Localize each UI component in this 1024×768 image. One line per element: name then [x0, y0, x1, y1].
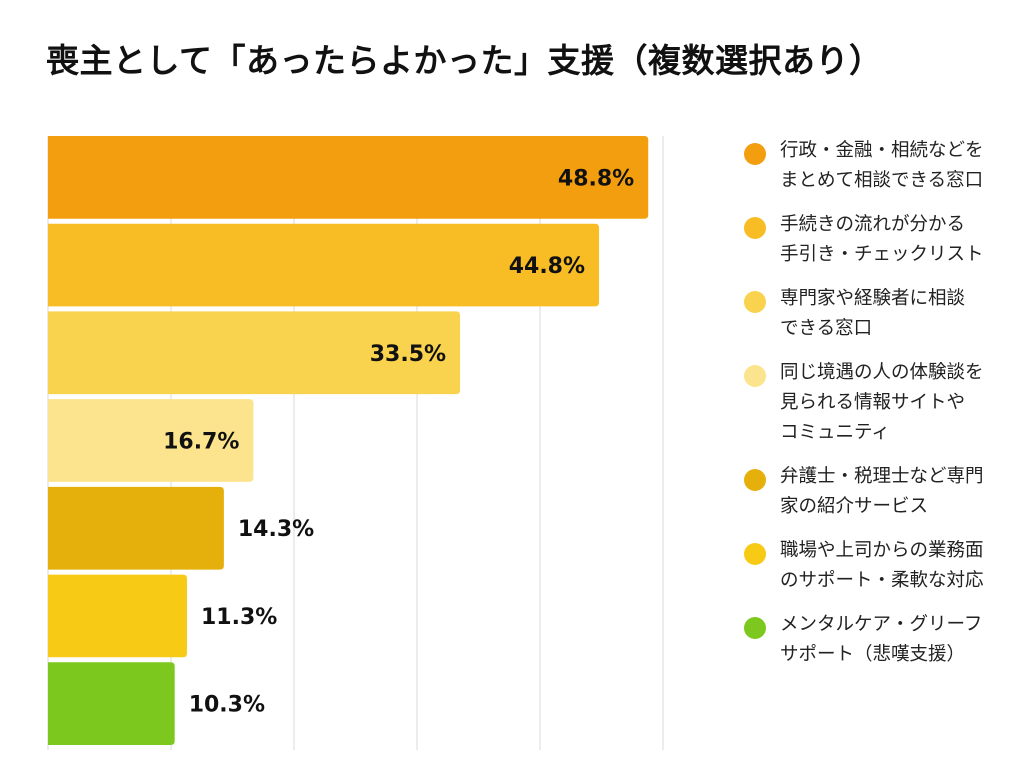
legend-swatch — [744, 365, 766, 387]
legend-label: 弁護士・税理士など専門 家の紹介サービス — [780, 466, 984, 517]
data-label: 16.7% — [163, 430, 239, 455]
legend-label: 手続きの流れが分かる 手引き・チェックリスト — [780, 214, 984, 265]
bar — [48, 574, 187, 658]
data-label: 48.8% — [558, 166, 634, 191]
bar — [48, 486, 224, 570]
legend-label: 職場や上司からの業務面 のサポート・柔軟な対応 — [780, 540, 984, 591]
data-label: 10.3% — [189, 693, 265, 718]
legend-label: メンタルケア・グリーフ サポート（悲嘆支援） — [780, 614, 983, 665]
legend-swatch — [744, 143, 766, 165]
legend-item: 行政・金融・相続などを まとめて相談できる窓口 — [744, 136, 1024, 196]
legend-swatch — [744, 469, 766, 491]
data-label: 14.3% — [238, 517, 314, 542]
legend: 行政・金融・相続などを まとめて相談できる窓口 手続きの流れが分かる 手引き・チェ… — [744, 136, 1024, 684]
legend-swatch — [744, 543, 766, 565]
legend-label: 行政・金融・相続などを まとめて相談できる窓口 — [780, 140, 984, 191]
bar — [48, 399, 254, 482]
bar — [48, 311, 461, 395]
legend-label: 専門家や経験者に相談 できる窓口 — [780, 288, 966, 339]
legend-swatch — [744, 291, 766, 313]
data-label: 44.8% — [509, 254, 585, 279]
legend-item: メンタルケア・グリーフ サポート（悲嘆支援） — [744, 610, 1024, 670]
legend-label: 同じ境遇の人の体験談を 見られる情報サイトや コミュニティ — [780, 362, 984, 443]
legend-swatch — [744, 217, 766, 239]
legend-item: 弁護士・税理士など専門 家の紹介サービス — [744, 462, 1024, 522]
bar — [48, 136, 649, 219]
legend-item: 手続きの流れが分かる 手引き・チェックリスト — [744, 210, 1024, 270]
chart-title: 喪主として「あったらよかった」支援（複数選択あり） — [46, 41, 883, 80]
legend-item: 職場や上司からの業務面 のサポート・柔軟な対応 — [744, 536, 1024, 596]
legend-swatch — [744, 617, 766, 639]
bar — [48, 662, 175, 745]
bar — [48, 223, 600, 307]
data-label: 33.5% — [370, 342, 446, 367]
data-label: 11.3% — [201, 605, 277, 630]
legend-item: 同じ境遇の人の体験談を 見られる情報サイトや コミュニティ — [744, 358, 1024, 448]
legend-item: 専門家や経験者に相談 できる窓口 — [744, 284, 1024, 344]
